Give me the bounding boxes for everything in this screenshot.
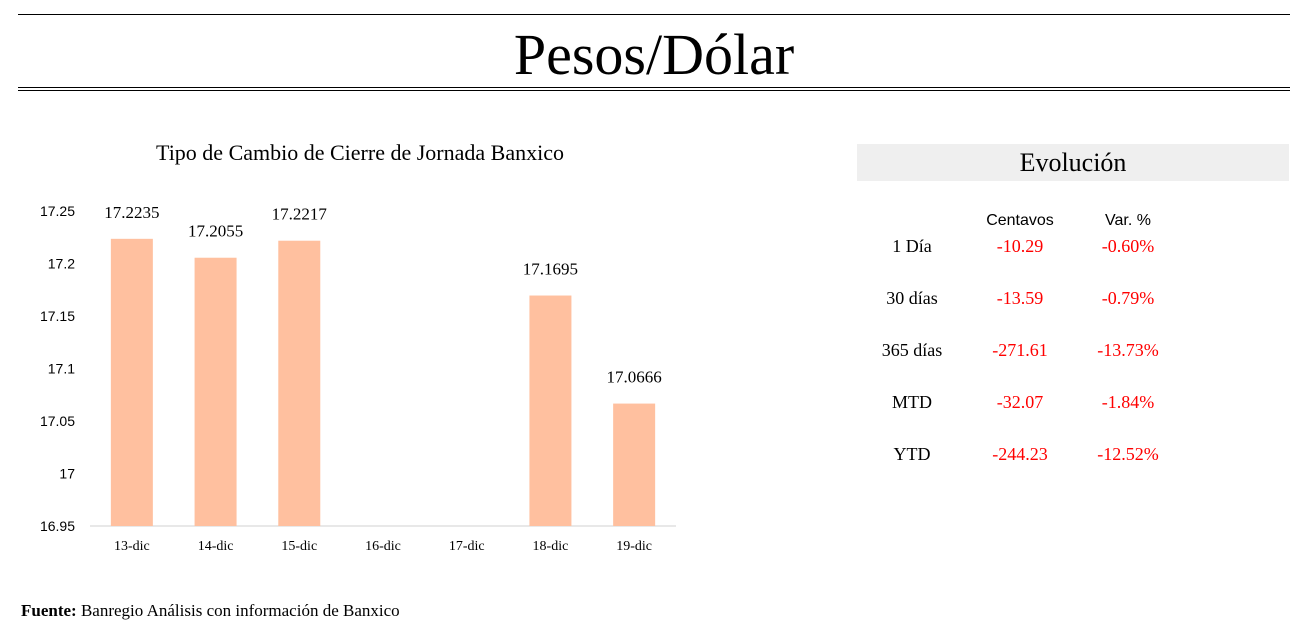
var-percent-value: -0.79% <box>1101 288 1155 308</box>
data-label-18-dic: 17.1695 <box>523 260 578 279</box>
centavos-value: -10.29 <box>996 236 1044 256</box>
x-tick-label: 13-dic <box>114 539 150 554</box>
centavos-value: -32.07 <box>996 392 1044 412</box>
y-tick-label: 17.15 <box>40 308 75 324</box>
x-tick-label: 18-dic <box>533 539 569 554</box>
x-tick-label: 17-dic <box>449 539 485 554</box>
row-label: 365 días <box>881 340 943 360</box>
chart-title: Tipo de Cambio de Cierre de Jornada Banx… <box>156 140 564 165</box>
page-title: Pesos/Dólar <box>513 22 795 87</box>
y-tick-label: 17.2 <box>48 256 75 272</box>
y-tick-label: 17 <box>59 466 75 482</box>
bar-15-dic <box>278 240 321 526</box>
title-rule-1 <box>18 87 1290 88</box>
source-note: Fuente: Banregio Análisis con informació… <box>21 601 400 621</box>
centavos-value: -244.23 <box>992 444 1048 464</box>
column-header-centavos: Centavos <box>986 212 1054 229</box>
y-tick-label: 16.95 <box>40 518 75 534</box>
var-percent-value: -13.73% <box>1097 340 1159 360</box>
bar-13-dic <box>110 238 153 526</box>
x-tick-label: 19-dic <box>616 539 652 554</box>
x-tick-label: 16-dic <box>365 539 401 554</box>
y-tick-label: 17.25 <box>40 203 75 219</box>
source-label: Fuente: <box>21 601 77 620</box>
data-label-14-dic: 17.2055 <box>188 222 243 241</box>
y-tick-label: 17.1 <box>48 361 75 377</box>
var-percent-value: -1.84% <box>1101 392 1155 412</box>
evolucion-title: Evolución <box>1019 148 1127 177</box>
row-label: YTD <box>893 444 931 464</box>
var-percent-value: -0.60% <box>1101 236 1155 256</box>
data-label-15-dic: 17.2217 <box>272 205 328 224</box>
data-label-13-dic: 17.2235 <box>104 203 159 222</box>
evolucion-header: Evolución <box>857 144 1289 181</box>
data-label-19-dic: 17.0666 <box>607 368 662 387</box>
bar-19-dic <box>613 403 656 526</box>
bar-chart: 16.95 17 17.05 17.1 17.15 17.2 17.25 17.2235 13-… <box>40 203 676 554</box>
var-percent-value: -12.52% <box>1097 444 1159 464</box>
title-rule-2 <box>18 90 1290 91</box>
centavos-value: -271.61 <box>992 340 1048 360</box>
source-text: Banregio Análisis con información de Ban… <box>80 601 400 620</box>
y-tick-label: 17.05 <box>40 413 75 429</box>
bar-14-dic <box>194 257 237 526</box>
row-label: MTD <box>892 392 932 412</box>
column-header-var: Var. % <box>1105 212 1151 229</box>
row-label: 1 Día <box>892 236 932 256</box>
bar-18-dic <box>529 295 572 526</box>
x-tick-label: 15-dic <box>281 539 317 554</box>
row-label: 30 días <box>886 288 938 308</box>
x-tick-label: 14-dic <box>198 539 234 554</box>
centavos-value: -13.59 <box>996 288 1044 308</box>
top-rule <box>18 14 1290 15</box>
